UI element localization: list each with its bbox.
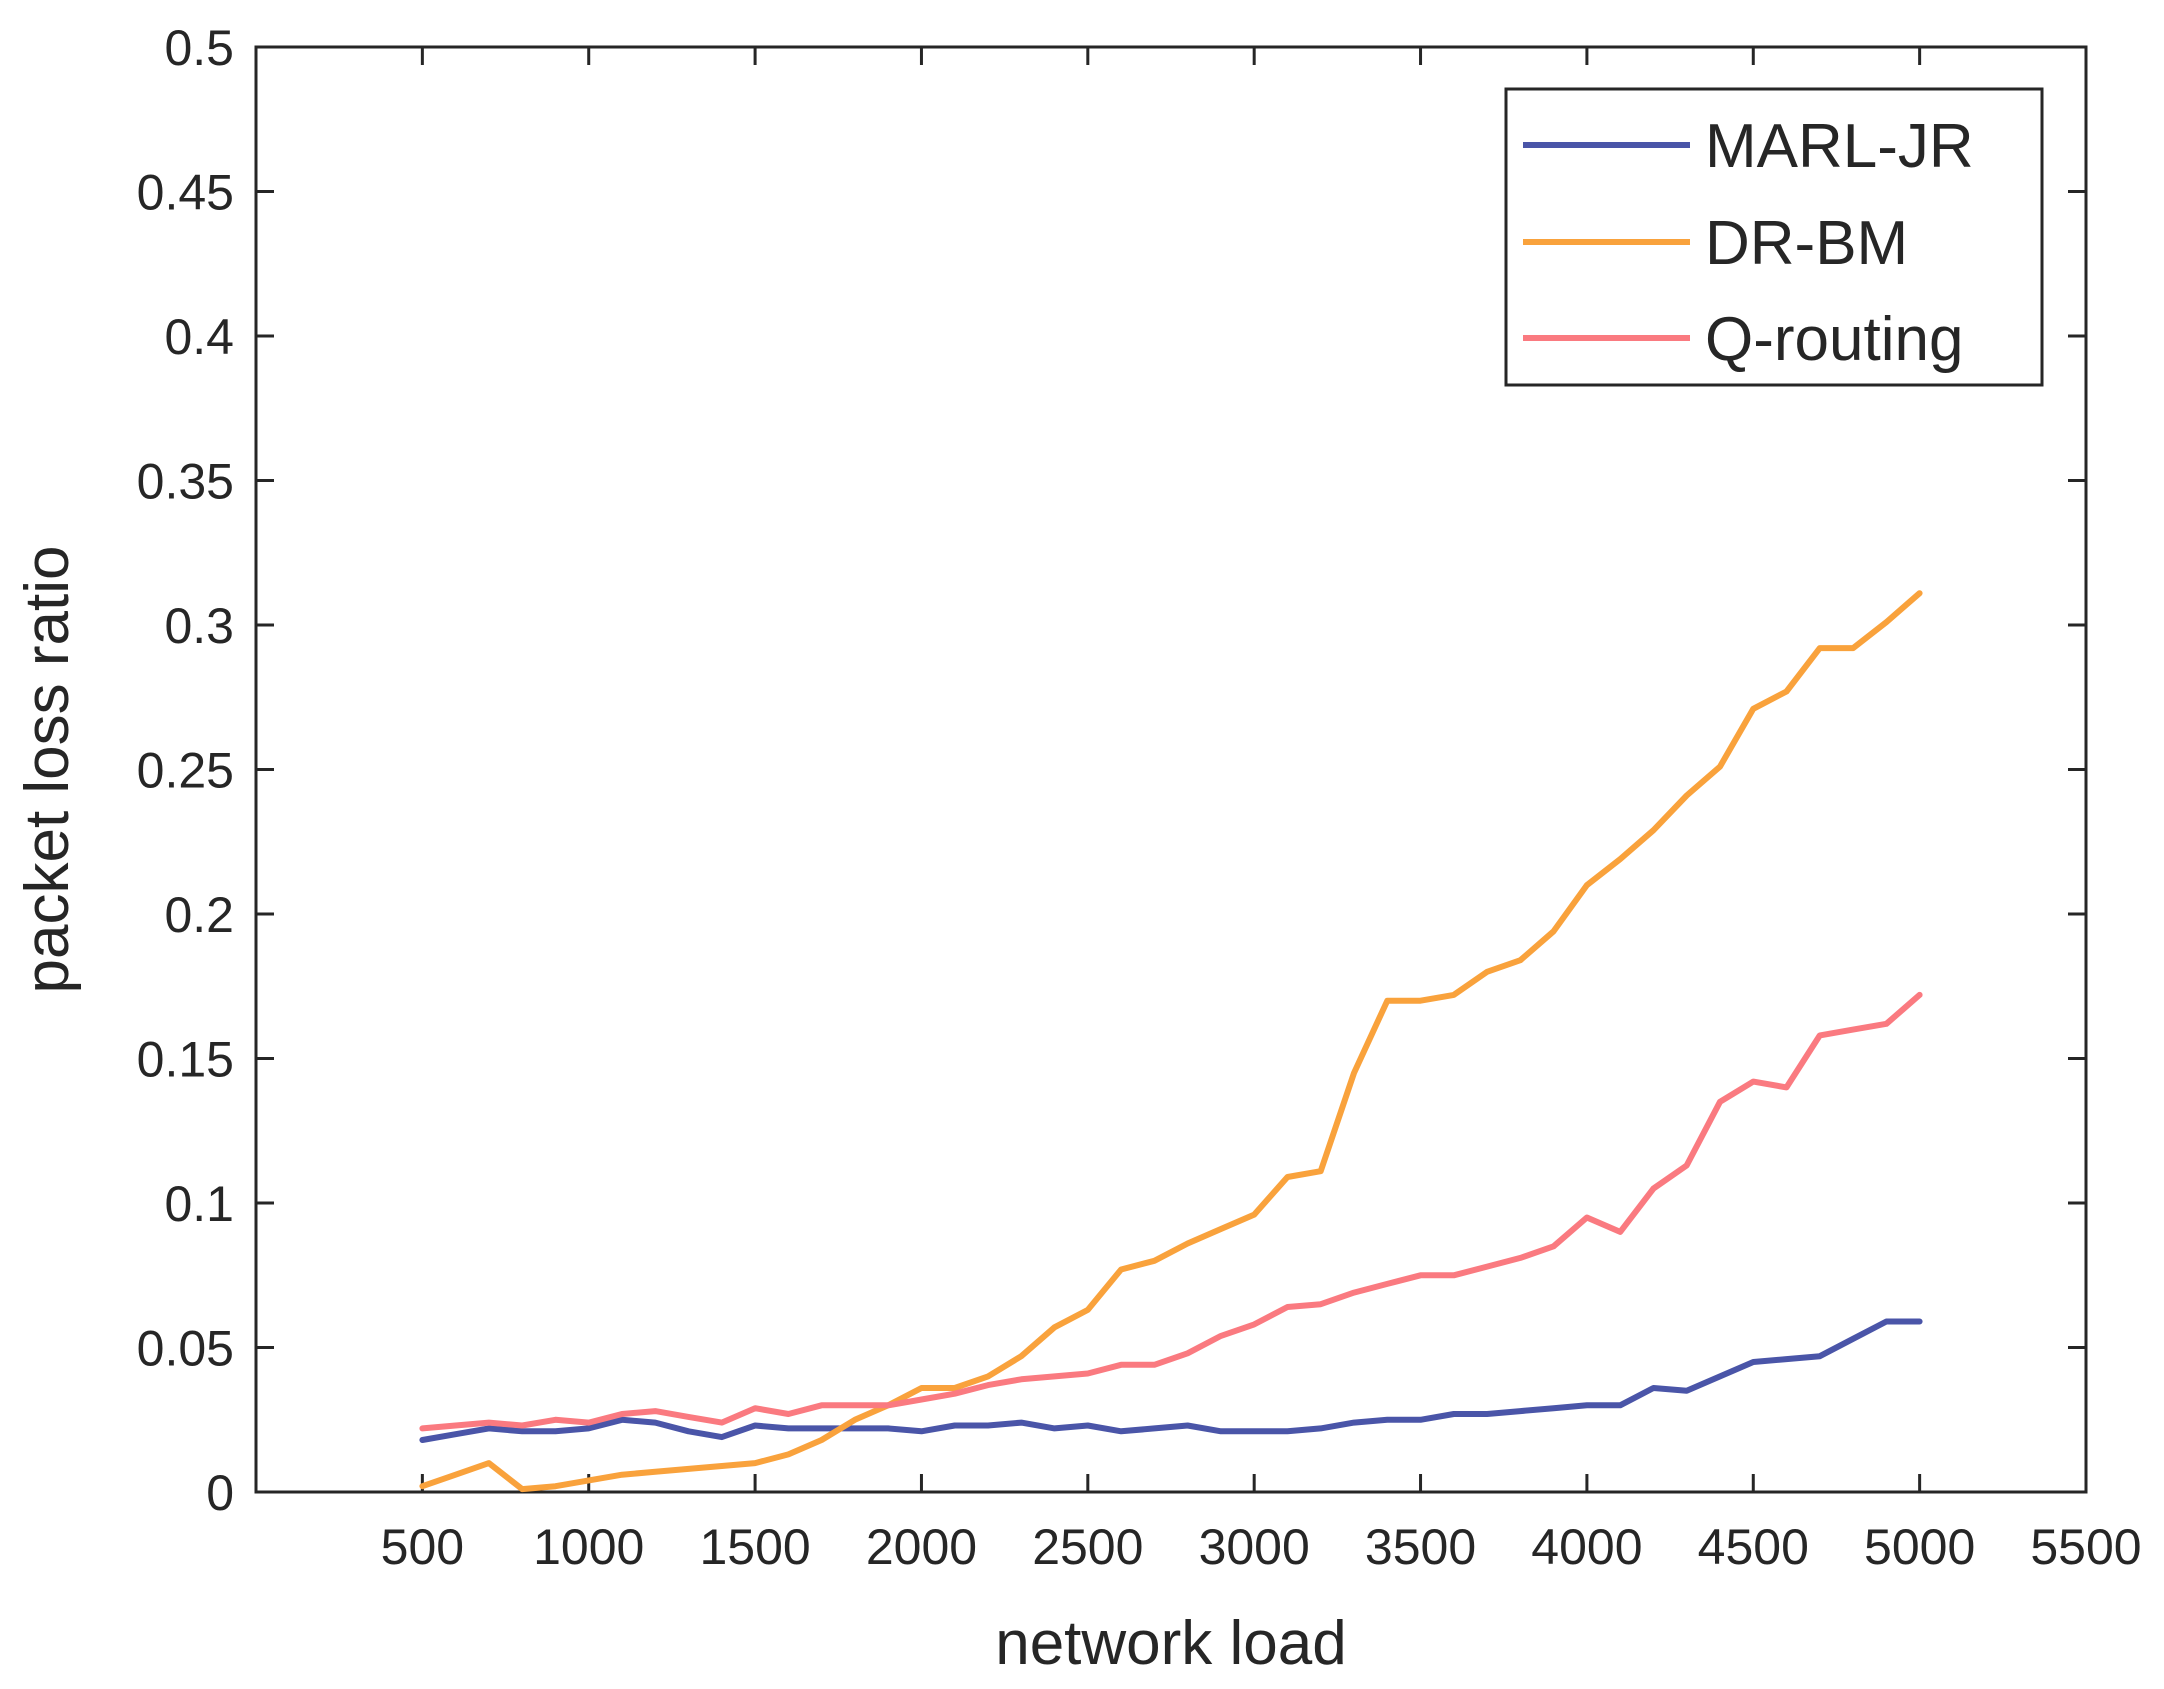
- series-layer: [419, 590, 1923, 1493]
- y-tick-label: 0.4: [164, 309, 234, 365]
- x-axis-label: network load: [995, 1609, 1347, 1678]
- x-tick-label: 3000: [1199, 1519, 1310, 1575]
- series-line-2: [419, 590, 1923, 1493]
- y-tick-label: 0.1: [164, 1176, 234, 1232]
- x-tick-label: 5500: [2030, 1519, 2141, 1575]
- y-tick-label: 0.25: [137, 743, 234, 799]
- series-line-3: [419, 991, 1923, 1432]
- y-tick-label: 0.35: [137, 454, 234, 510]
- y-tick-label: 0.5: [164, 20, 234, 76]
- y-tick-label: 0.45: [137, 165, 234, 221]
- legend: MARL-JR DR-BM Q-routing: [1504, 87, 2044, 387]
- x-tick-label: 5000: [1864, 1519, 1975, 1575]
- series-line-1: [419, 1318, 1923, 1443]
- x-tick-label: 3500: [1365, 1519, 1476, 1575]
- x-tick-label: 4000: [1531, 1519, 1642, 1575]
- y-tick-label: 0.3: [164, 598, 234, 654]
- x-tick-label: 1500: [699, 1519, 810, 1575]
- ticks-layer: 500 1000 1500 2000 2500 3000 3500 4000 4500 5000 5…: [137, 20, 2142, 1575]
- y-tick-label: 0.15: [137, 1032, 234, 1088]
- legend-label-3: Q-routing: [1705, 305, 1963, 374]
- y-tick-label: 0.05: [137, 1321, 234, 1377]
- x-tick-label: 500: [381, 1519, 464, 1575]
- legend-label-2: DR-BM: [1705, 209, 1908, 278]
- x-tick-label: 2000: [866, 1519, 977, 1575]
- x-tick-label: 4500: [1698, 1519, 1809, 1575]
- y-axis-label: packet loss ratio: [13, 546, 82, 994]
- x-tick-label: 2500: [1032, 1519, 1143, 1575]
- legend-label-1: MARL-JR: [1705, 112, 1974, 181]
- x-tick-label: 1000: [533, 1519, 644, 1575]
- y-tick-label: 0.2: [164, 887, 234, 943]
- y-tick-label: 0: [206, 1465, 234, 1521]
